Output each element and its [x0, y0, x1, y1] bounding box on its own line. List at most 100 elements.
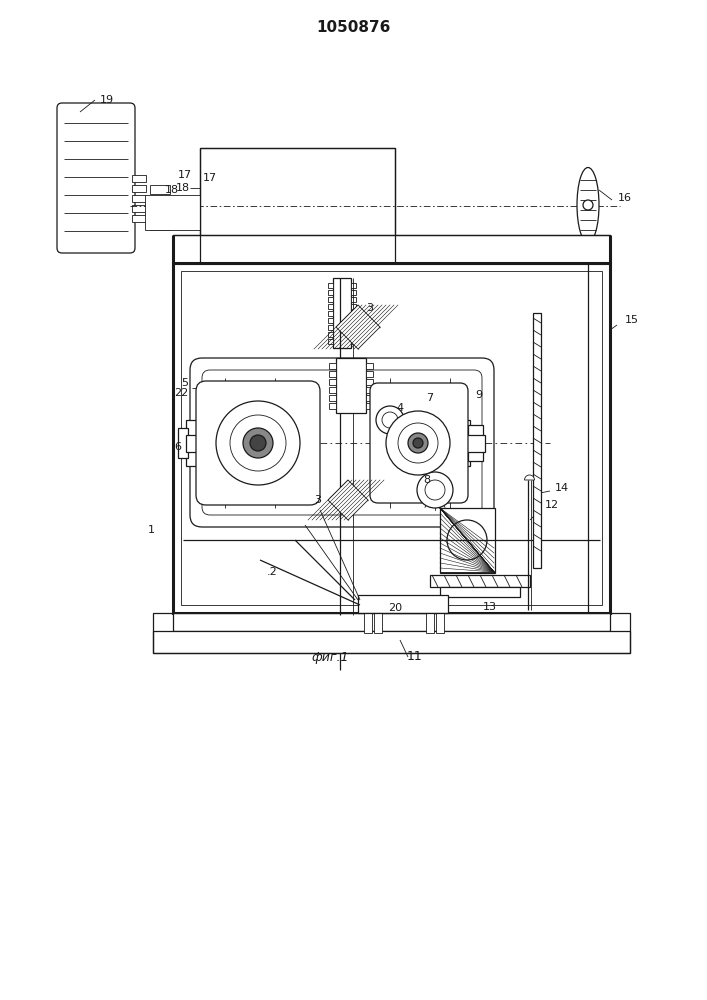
Text: .2: .2	[267, 567, 277, 577]
Bar	[329, 371, 336, 377]
Circle shape	[386, 411, 450, 475]
Circle shape	[243, 428, 273, 458]
Circle shape	[408, 433, 428, 453]
FancyBboxPatch shape	[190, 358, 494, 527]
Circle shape	[216, 401, 300, 485]
Bar	[328, 332, 333, 337]
FancyBboxPatch shape	[370, 383, 468, 503]
Text: 18: 18	[176, 183, 190, 193]
Bar	[132, 215, 146, 222]
Bar	[186, 420, 216, 466]
Circle shape	[425, 480, 445, 500]
Bar	[153, 613, 630, 653]
Circle shape	[250, 435, 266, 451]
Polygon shape	[328, 480, 368, 520]
Bar	[366, 379, 373, 385]
Bar	[366, 387, 373, 393]
Bar	[450, 420, 470, 466]
Circle shape	[583, 200, 593, 210]
Bar	[328, 318, 333, 323]
Bar	[328, 283, 333, 288]
Bar	[328, 325, 333, 330]
Text: 8: 8	[423, 475, 430, 485]
Bar	[358, 595, 448, 613]
FancyBboxPatch shape	[196, 381, 320, 505]
Circle shape	[398, 423, 438, 463]
Ellipse shape	[577, 167, 599, 242]
Text: 9: 9	[475, 390, 482, 400]
Bar	[436, 613, 444, 633]
Text: 4: 4	[397, 403, 404, 413]
Bar	[173, 235, 610, 263]
Bar	[150, 185, 170, 194]
Polygon shape	[336, 305, 380, 349]
Bar	[333, 278, 351, 348]
Bar	[366, 371, 373, 377]
Text: 20: 20	[388, 603, 402, 613]
Circle shape	[382, 412, 398, 428]
Bar	[328, 311, 333, 316]
Bar	[329, 387, 336, 393]
Bar	[426, 613, 434, 633]
Text: фиг.1: фиг.1	[311, 650, 349, 664]
Bar	[200, 148, 395, 263]
Bar	[351, 332, 356, 337]
Text: 16: 16	[618, 193, 632, 203]
Text: 3: 3	[315, 495, 322, 505]
Bar	[173, 263, 610, 613]
Text: 17: 17	[178, 170, 192, 180]
Bar	[366, 363, 373, 369]
Bar	[181, 271, 602, 605]
Bar	[132, 195, 146, 202]
Bar	[132, 175, 146, 182]
Bar	[351, 318, 356, 323]
Bar	[440, 587, 520, 597]
Text: 14: 14	[555, 483, 569, 493]
Bar	[366, 395, 373, 401]
Text: 17: 17	[203, 173, 217, 183]
Bar	[329, 363, 336, 369]
Text: 12: 12	[545, 500, 559, 510]
Bar	[440, 508, 495, 573]
Bar	[328, 290, 333, 295]
Text: 1: 1	[148, 525, 155, 535]
Text: 19: 19	[100, 95, 114, 105]
Bar	[132, 205, 146, 212]
Text: 13: 13	[483, 602, 497, 612]
Text: 11: 11	[407, 650, 423, 664]
Bar	[132, 185, 146, 192]
Circle shape	[376, 406, 404, 434]
Bar	[328, 297, 333, 302]
Bar	[145, 195, 200, 230]
Bar	[62, 108, 130, 248]
Bar	[366, 403, 373, 409]
Bar	[430, 575, 530, 587]
Bar	[351, 325, 356, 330]
Bar	[468, 425, 483, 461]
FancyBboxPatch shape	[57, 103, 135, 253]
Text: 1050876: 1050876	[316, 20, 390, 35]
Wedge shape	[525, 475, 534, 480]
Text: 6: 6	[174, 442, 181, 452]
Bar	[329, 395, 336, 401]
Text: 3: 3	[366, 303, 373, 313]
Bar	[328, 304, 333, 309]
Text: 22: 22	[174, 388, 188, 398]
Bar	[533, 313, 541, 568]
Text: 7: 7	[426, 393, 433, 403]
Text: 15: 15	[625, 315, 639, 325]
Circle shape	[230, 415, 286, 471]
Bar	[153, 631, 630, 653]
Bar	[150, 197, 170, 206]
Bar	[351, 297, 356, 302]
Bar	[150, 221, 170, 230]
Bar	[351, 311, 356, 316]
Bar	[329, 379, 336, 385]
Circle shape	[413, 438, 423, 448]
Bar	[351, 339, 356, 344]
Text: 5: 5	[181, 378, 188, 388]
Bar	[364, 613, 372, 633]
Bar	[351, 304, 356, 309]
Circle shape	[417, 472, 453, 508]
Bar	[450, 435, 485, 452]
